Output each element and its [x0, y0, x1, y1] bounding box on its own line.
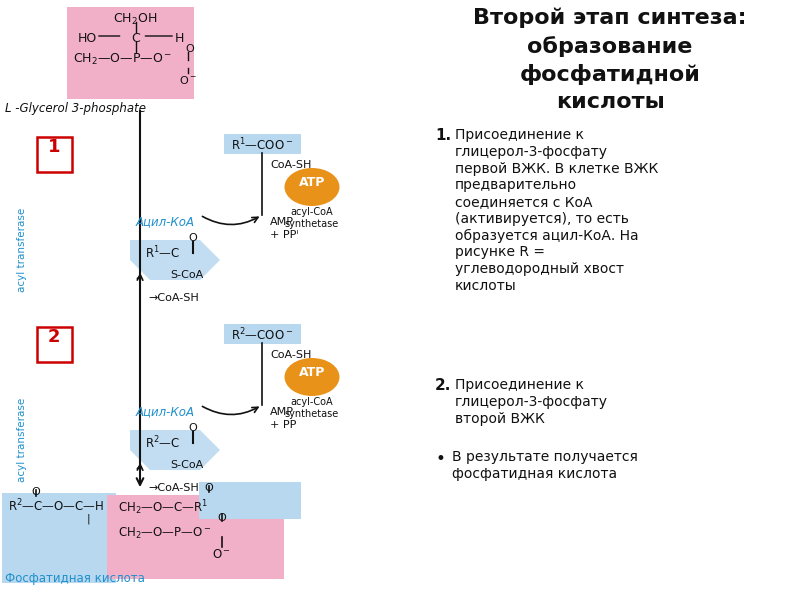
Text: ATP: ATP [299, 365, 325, 379]
Text: AMP: AMP [270, 217, 294, 227]
FancyBboxPatch shape [107, 495, 284, 579]
Text: Фосфатидная кислота: Фосфатидная кислота [5, 572, 145, 585]
Text: S-CoA: S-CoA [170, 270, 203, 280]
Text: O: O [189, 233, 198, 243]
Text: AMP: AMP [270, 407, 294, 417]
FancyBboxPatch shape [37, 136, 71, 172]
FancyBboxPatch shape [224, 324, 301, 344]
Ellipse shape [285, 168, 339, 206]
Text: Ацил-КоА: Ацил-КоА [135, 215, 194, 228]
Text: фосфатидной: фосфатидной [519, 64, 701, 85]
Text: + PPᴵ: + PPᴵ [270, 230, 298, 240]
Text: CH$_2$OH: CH$_2$OH [114, 12, 158, 27]
Polygon shape [130, 430, 220, 470]
Text: 1.: 1. [435, 128, 451, 143]
Text: CoA-SH: CoA-SH [270, 350, 311, 360]
FancyBboxPatch shape [199, 482, 301, 519]
Text: |: | [86, 514, 90, 524]
Text: •: • [435, 450, 445, 468]
Text: 2: 2 [48, 328, 60, 346]
Text: CoA-SH: CoA-SH [270, 160, 311, 170]
Text: R$^2$—C: R$^2$—C [145, 434, 180, 451]
FancyBboxPatch shape [67, 7, 194, 99]
Text: CH$_2$—O—C—R$^1$: CH$_2$—O—C—R$^1$ [118, 498, 208, 517]
Text: Ацил-КоА: Ацил-КоА [135, 405, 194, 418]
Text: →CoA-SH: →CoA-SH [148, 483, 198, 493]
Text: В результате получается
фосфатидная кислота: В результате получается фосфатидная кисл… [452, 450, 638, 481]
Text: Присоединение к
глицерол-3-фосфату
первой ВЖК. В клетке ВЖК
предварительно
соеди: Присоединение к глицерол-3-фосфату перво… [455, 128, 658, 293]
Text: acyl transferase: acyl transferase [17, 208, 27, 292]
Text: Присоединение к
глицерол-3-фосфату
второй ВЖК: Присоединение к глицерол-3-фосфату второ… [455, 378, 608, 425]
Text: O: O [32, 487, 40, 497]
Text: S-CoA: S-CoA [170, 460, 203, 470]
Text: образование: образование [527, 36, 693, 57]
Text: кислоты: кислоты [556, 92, 664, 112]
Text: O: O [205, 483, 214, 493]
Text: + PP: + PP [270, 420, 296, 430]
Text: R$^2$—C—O—C—H: R$^2$—C—O—C—H [8, 498, 104, 515]
Polygon shape [130, 240, 220, 280]
Ellipse shape [285, 358, 339, 396]
Text: acyl-CoA
synthetase: acyl-CoA synthetase [285, 397, 339, 419]
Text: CH$_2$—O—P—O$^-$: CH$_2$—O—P—O$^-$ [73, 52, 172, 67]
Text: O: O [189, 423, 198, 433]
Text: O$^-$: O$^-$ [213, 548, 231, 561]
Text: CH$_2$—O—P—O$^-$: CH$_2$—O—P—O$^-$ [118, 526, 211, 541]
Text: R$^2$—COO$^-$: R$^2$—COO$^-$ [231, 327, 293, 344]
Text: 1: 1 [48, 138, 60, 156]
Text: acyl transferase: acyl transferase [17, 398, 27, 482]
Text: L -Glycerol 3-phosphate: L -Glycerol 3-phosphate [5, 102, 146, 115]
Text: HO: HO [78, 32, 98, 45]
Text: O: O [218, 513, 226, 523]
Text: 2.: 2. [435, 378, 451, 393]
Text: O: O [185, 44, 194, 54]
Text: R$^1$—COO$^-$: R$^1$—COO$^-$ [231, 137, 293, 154]
Text: Второй этап синтеза:: Второй этап синтеза: [474, 8, 746, 28]
Text: H: H [175, 32, 184, 45]
FancyBboxPatch shape [224, 134, 301, 154]
Text: acyl-CoA
synthetase: acyl-CoA synthetase [285, 207, 339, 229]
FancyBboxPatch shape [37, 326, 71, 361]
Text: →CoA-SH: →CoA-SH [148, 293, 198, 303]
Text: ATP: ATP [299, 175, 325, 188]
Text: R$^1$—C: R$^1$—C [145, 245, 180, 262]
Text: C: C [131, 32, 140, 45]
Text: O$^-$: O$^-$ [179, 74, 197, 86]
FancyBboxPatch shape [2, 493, 116, 583]
